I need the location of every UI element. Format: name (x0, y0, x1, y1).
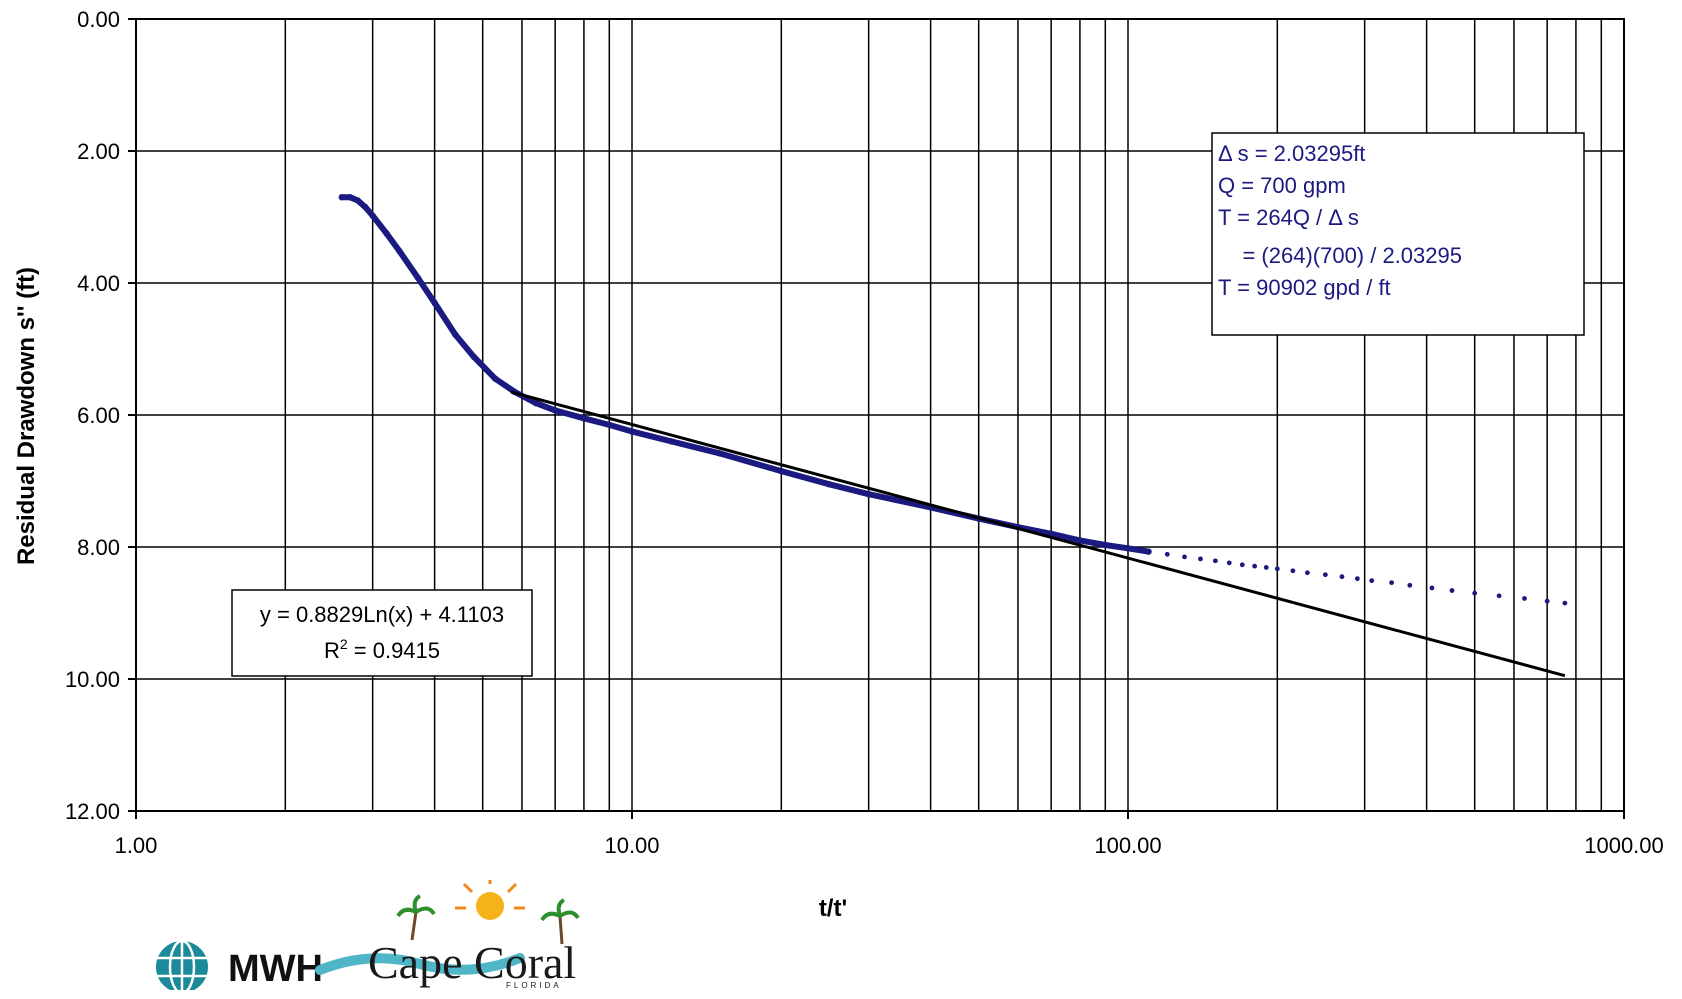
data-point (1522, 596, 1527, 601)
data-point (1263, 565, 1269, 570)
data-point (492, 375, 499, 382)
x-tick-label: 1000.00 (1584, 833, 1664, 858)
data-point (338, 194, 346, 201)
data-point (668, 438, 675, 445)
data-point (431, 299, 438, 306)
data-point (865, 491, 872, 498)
data-point (1198, 556, 1203, 562)
data-point (1369, 578, 1375, 584)
trendline-r-squared: R2 = 0.9415 (324, 636, 440, 663)
data-point (1389, 580, 1395, 586)
trendline-label-border (231, 589, 533, 677)
data-point (1212, 558, 1218, 564)
data-point (1274, 566, 1280, 572)
data-point (369, 212, 376, 219)
data-series (338, 194, 1568, 678)
x-tick-label: 1.00 (115, 833, 158, 858)
r-squared-value: = 0.9415 (348, 638, 440, 663)
data-point (346, 194, 354, 201)
cape-coral-subtitle: FLORIDA (506, 981, 562, 990)
data-point (628, 428, 636, 435)
data-point (1339, 574, 1345, 580)
y-tick-label: 2.00 (77, 139, 120, 164)
data-point (532, 399, 540, 407)
data-point (551, 407, 559, 414)
data-point (1239, 562, 1245, 568)
x-axis-title: t/t' (819, 895, 847, 922)
data-point (1102, 541, 1109, 549)
data-point (1544, 598, 1550, 604)
r-squared-exponent: 2 (340, 636, 348, 652)
y-tick-label: 12.00 (65, 799, 120, 824)
data-point (1182, 554, 1187, 560)
data-point (1290, 568, 1296, 574)
data-point (1252, 563, 1258, 569)
y-tick-label: 6.00 (77, 403, 120, 428)
data-point (1305, 570, 1310, 576)
plot-frame (128, 18, 1625, 819)
annotation-line-q: Q = 700 gpm (1218, 173, 1346, 198)
wave-graphic (315, 953, 525, 975)
data-point (354, 197, 361, 204)
data-point (1124, 545, 1132, 552)
data-point (362, 203, 369, 211)
data-point (383, 230, 390, 237)
sun-rays (455, 880, 525, 910)
data-point (1354, 576, 1360, 582)
annotation-line-delta-s: Δ s = 2.03295ft (1218, 141, 1365, 166)
data-point (451, 331, 459, 338)
data-point (1472, 590, 1478, 596)
data-point (1429, 585, 1435, 591)
data-point (1164, 551, 1170, 557)
y-tick-label: 0.00 (77, 7, 120, 32)
logos: MWH Cape Coral FLORIDA (156, 880, 580, 990)
data-point (1226, 560, 1232, 566)
data-point (716, 450, 723, 457)
annotation-box: Δ s = 2.03295ft Q = 700 gpm T = 264Q / Δ… (1211, 132, 1585, 336)
palm-tree-icon (396, 894, 580, 945)
annotation-border (1211, 132, 1585, 336)
data-point (470, 353, 478, 361)
mwh-logo: MWH (156, 939, 323, 990)
data-point (1407, 582, 1413, 588)
cape-coral-logo: Cape Coral FLORIDA (315, 880, 580, 990)
data-point (1145, 548, 1152, 555)
data-point (1496, 593, 1502, 599)
data-point (1076, 537, 1084, 544)
grid (136, 19, 1624, 811)
y-tick-label: 8.00 (77, 535, 120, 560)
trendline-equation: y = 0.8829Ln(x) + 4.1103 (260, 602, 504, 627)
y-tick-label: 10.00 (65, 667, 120, 692)
annotation-line-t-result: T = 90902 gpd / ft (1218, 275, 1391, 300)
data-point (1322, 572, 1328, 578)
annotation-line-t-formula: T = 264Q / Δ s (1218, 205, 1359, 230)
data-point (778, 467, 785, 475)
data-point (1562, 600, 1568, 606)
annotation-line-calculation: = (264)(700) / 2.03295 (1218, 243, 1462, 268)
data-point (396, 248, 403, 255)
data-point (414, 274, 422, 281)
trendline-label-box: y = 0.8829Ln(x) + 4.1103 R2 = 0.9415 (231, 589, 533, 677)
data-point (826, 481, 833, 488)
trendline (510, 390, 1566, 678)
r-squared-symbol: R (324, 638, 340, 663)
sun-icon (476, 892, 504, 920)
y-tick-labels: 0.00 2.00 4.00 6.00 8.00 10.00 12.00 (65, 7, 120, 824)
data-point (580, 415, 588, 422)
y-axis-title: Residual Drawdown s'' (ft) (13, 267, 40, 565)
x-tick-label: 100.00 (1094, 833, 1161, 858)
mwh-wordmark: MWH (228, 948, 323, 990)
y-tick-label: 4.00 (77, 271, 120, 296)
x-tick-label: 10.00 (604, 833, 659, 858)
data-point (606, 421, 613, 429)
data-point (1449, 588, 1455, 593)
cape-coral-wordmark: Cape Coral (368, 937, 576, 988)
x-tick-labels: 1.00 10.00 100.00 1000.00 (115, 833, 1664, 858)
